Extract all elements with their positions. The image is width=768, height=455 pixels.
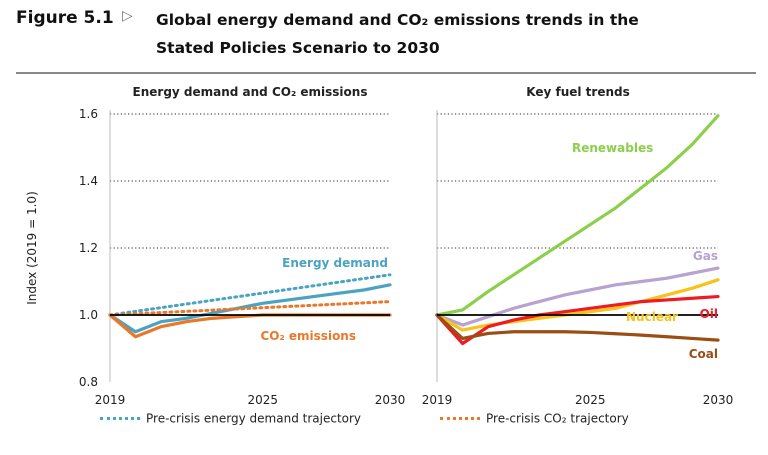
legend-pre-demand: Pre-crisis energy demand trajectory (100, 411, 361, 429)
series-annotation: Energy demand (282, 256, 388, 270)
series-line-pre-crisis-energy-demand-trajectory (108, 273, 392, 317)
figure-title-line1: Global energy demand and CO₂ emissions t… (156, 11, 639, 29)
y-tick-label: 1.6 (79, 107, 98, 121)
series-annotation: Coal (689, 347, 718, 361)
series-annotation: Oil (700, 307, 718, 321)
x-tick-label: 2025 (575, 393, 606, 407)
series-line-pre-crisis-co-trajectory (108, 300, 392, 317)
y-tick-label: 1.0 (79, 308, 98, 322)
panel-title-0: Energy demand and CO₂ emissions (133, 85, 368, 99)
series-annotation: CO₂ emissions (260, 329, 356, 343)
series-line-renewables (435, 114, 720, 317)
series-line-energy-demand (108, 283, 392, 334)
legend-label-pre-co2: Pre-crisis CO₂ trajectory (486, 411, 629, 426)
legend-swatch-pre-demand (100, 417, 140, 420)
y-tick-label: 1.4 (79, 174, 98, 188)
series-annotation: Gas (693, 249, 718, 263)
figure-label: Figure 5.1 (16, 8, 114, 28)
x-tick-label: 2019 (422, 393, 453, 407)
x-tick-label: 2025 (247, 393, 278, 407)
y-tick-label: 0.8 (79, 375, 98, 389)
x-tick-label: 2030 (703, 393, 734, 407)
x-tick-label: 2019 (95, 393, 126, 407)
header-rule (16, 72, 756, 74)
legend-pre-co2: Pre-crisis CO₂ trajectory (440, 411, 629, 429)
series-annotation: Nuclear (626, 310, 678, 324)
figure-title: Global energy demand and CO₂ emissions t… (156, 6, 746, 62)
x-tick-label: 2030 (375, 393, 406, 407)
series-line-nuclear (435, 278, 720, 332)
legend-label-pre-demand: Pre-crisis energy demand trajectory (146, 411, 362, 426)
figure-title-line2: Stated Policies Scenario to 2030 (156, 39, 440, 57)
y-axis-label: Index (2019 = 1.0) (25, 191, 39, 305)
triangle-arrow-icon: ▷ (122, 8, 133, 24)
legend-swatch-pre-co2 (440, 417, 480, 420)
panel-title-1: Key fuel trends (526, 85, 630, 99)
series-line-gas (435, 266, 720, 327)
series-annotation: Renewables (572, 141, 653, 155)
series-line-oil (435, 294, 720, 346)
series-line-coal (435, 313, 720, 342)
y-tick-label: 1.2 (79, 241, 98, 255)
